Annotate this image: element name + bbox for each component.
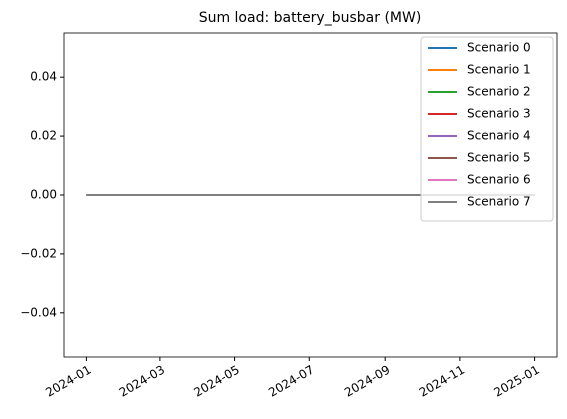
legend-label: Scenario 1 <box>467 63 531 77</box>
chart-title: Sum load: battery_busbar (MW) <box>199 10 422 26</box>
legend-label: Scenario 2 <box>467 85 531 99</box>
y-tick-label: −0.04 <box>20 305 57 319</box>
y-tick-label: 0.04 <box>30 70 57 84</box>
y-tick-label: 0.00 <box>30 188 57 202</box>
y-tick-label: 0.02 <box>30 129 57 143</box>
legend-label: Scenario 6 <box>467 173 531 187</box>
legend-label: Scenario 7 <box>467 195 531 209</box>
y-tick-label: −0.02 <box>20 246 57 260</box>
legend-label: Scenario 3 <box>467 107 531 121</box>
legend-label: Scenario 0 <box>467 41 531 55</box>
legend-box <box>420 36 554 222</box>
legend-label: Scenario 4 <box>467 129 531 143</box>
legend-label: Scenario 5 <box>467 151 531 165</box>
axes-frame <box>63 32 558 358</box>
